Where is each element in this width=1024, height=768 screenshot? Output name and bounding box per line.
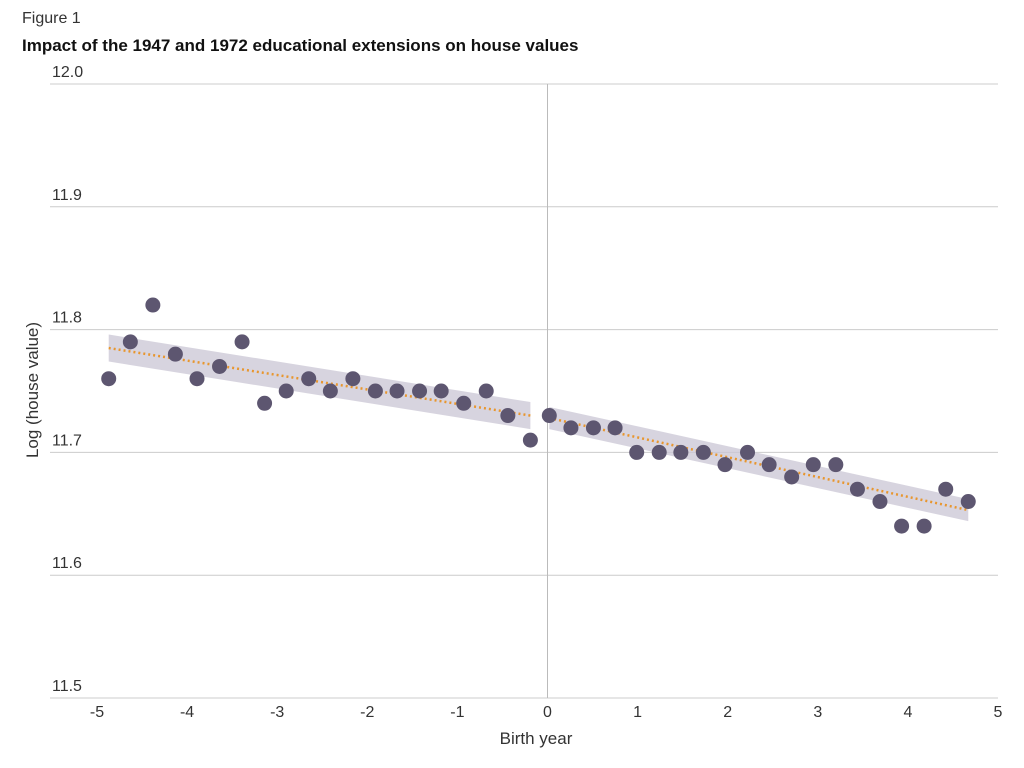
data-point	[805, 457, 821, 473]
data-point	[784, 469, 800, 485]
data-point	[412, 383, 428, 399]
data-point	[717, 457, 733, 473]
data-point	[389, 383, 405, 399]
data-point	[433, 383, 449, 399]
data-point	[563, 420, 579, 436]
data-point	[607, 420, 623, 436]
data-point	[257, 395, 273, 411]
y-tick-label: 11.9	[52, 187, 82, 204]
y-tick-label: 11.7	[52, 432, 82, 449]
x-tick-label: 0	[543, 704, 552, 721]
x-tick-label: 5	[994, 704, 1003, 721]
data-point	[456, 395, 472, 411]
x-tick-label: 2	[723, 704, 732, 721]
data-point	[212, 358, 228, 374]
data-point	[278, 383, 294, 399]
x-tick-label: 3	[813, 704, 822, 721]
data-point	[916, 518, 932, 534]
data-point	[145, 297, 161, 313]
x-tick-labels: -5 -4 -3 -2 -1 0 1 2 3 4 5	[90, 704, 1003, 721]
chart-title: Impact of the 1947 and 1972 educational …	[22, 36, 579, 55]
data-point	[301, 371, 317, 387]
x-tick-label: -5	[90, 704, 104, 721]
data-point	[367, 383, 383, 399]
data-point	[322, 383, 338, 399]
x-tick-label: 1	[633, 704, 642, 721]
data-point	[345, 371, 361, 387]
y-axis-label: Log (house value)	[23, 322, 42, 458]
x-axis-label: Birth year	[500, 729, 573, 748]
data-point	[695, 444, 711, 460]
data-point	[938, 481, 954, 497]
data-point	[872, 494, 888, 510]
y-tick-label: 11.6	[52, 555, 82, 572]
data-point	[960, 494, 976, 510]
data-point	[541, 408, 557, 424]
data-point	[234, 334, 250, 350]
y-tick-labels: 11.5 11.6 11.7 11.8 11.9 12.0	[52, 64, 83, 695]
data-point	[522, 432, 538, 448]
confidence-band	[108, 334, 531, 430]
data-point	[629, 444, 645, 460]
confidence-bands	[108, 334, 969, 522]
x-tick-label: -1	[450, 704, 464, 721]
data-point	[585, 420, 601, 436]
x-tick-label: 4	[903, 704, 912, 721]
data-point	[740, 444, 756, 460]
y-tick-label: 11.5	[52, 678, 82, 695]
x-tick-label: -4	[180, 704, 194, 721]
data-point	[651, 444, 667, 460]
data-point	[761, 457, 777, 473]
data-point	[894, 518, 910, 534]
data-point	[673, 444, 689, 460]
figure-label: Figure 1	[22, 10, 81, 27]
y-tick-label: 12.0	[52, 64, 83, 81]
x-tick-label: -3	[270, 704, 284, 721]
data-point	[122, 334, 138, 350]
grid-lines	[50, 83, 998, 699]
data-point	[849, 481, 865, 497]
y-tick-label: 11.8	[52, 310, 82, 327]
data-point	[828, 457, 844, 473]
data-point	[167, 346, 183, 362]
data-point	[101, 371, 117, 387]
data-point	[500, 408, 516, 424]
x-tick-label: -2	[360, 704, 374, 721]
data-points	[101, 297, 976, 534]
data-point	[189, 371, 205, 387]
data-point	[478, 383, 494, 399]
